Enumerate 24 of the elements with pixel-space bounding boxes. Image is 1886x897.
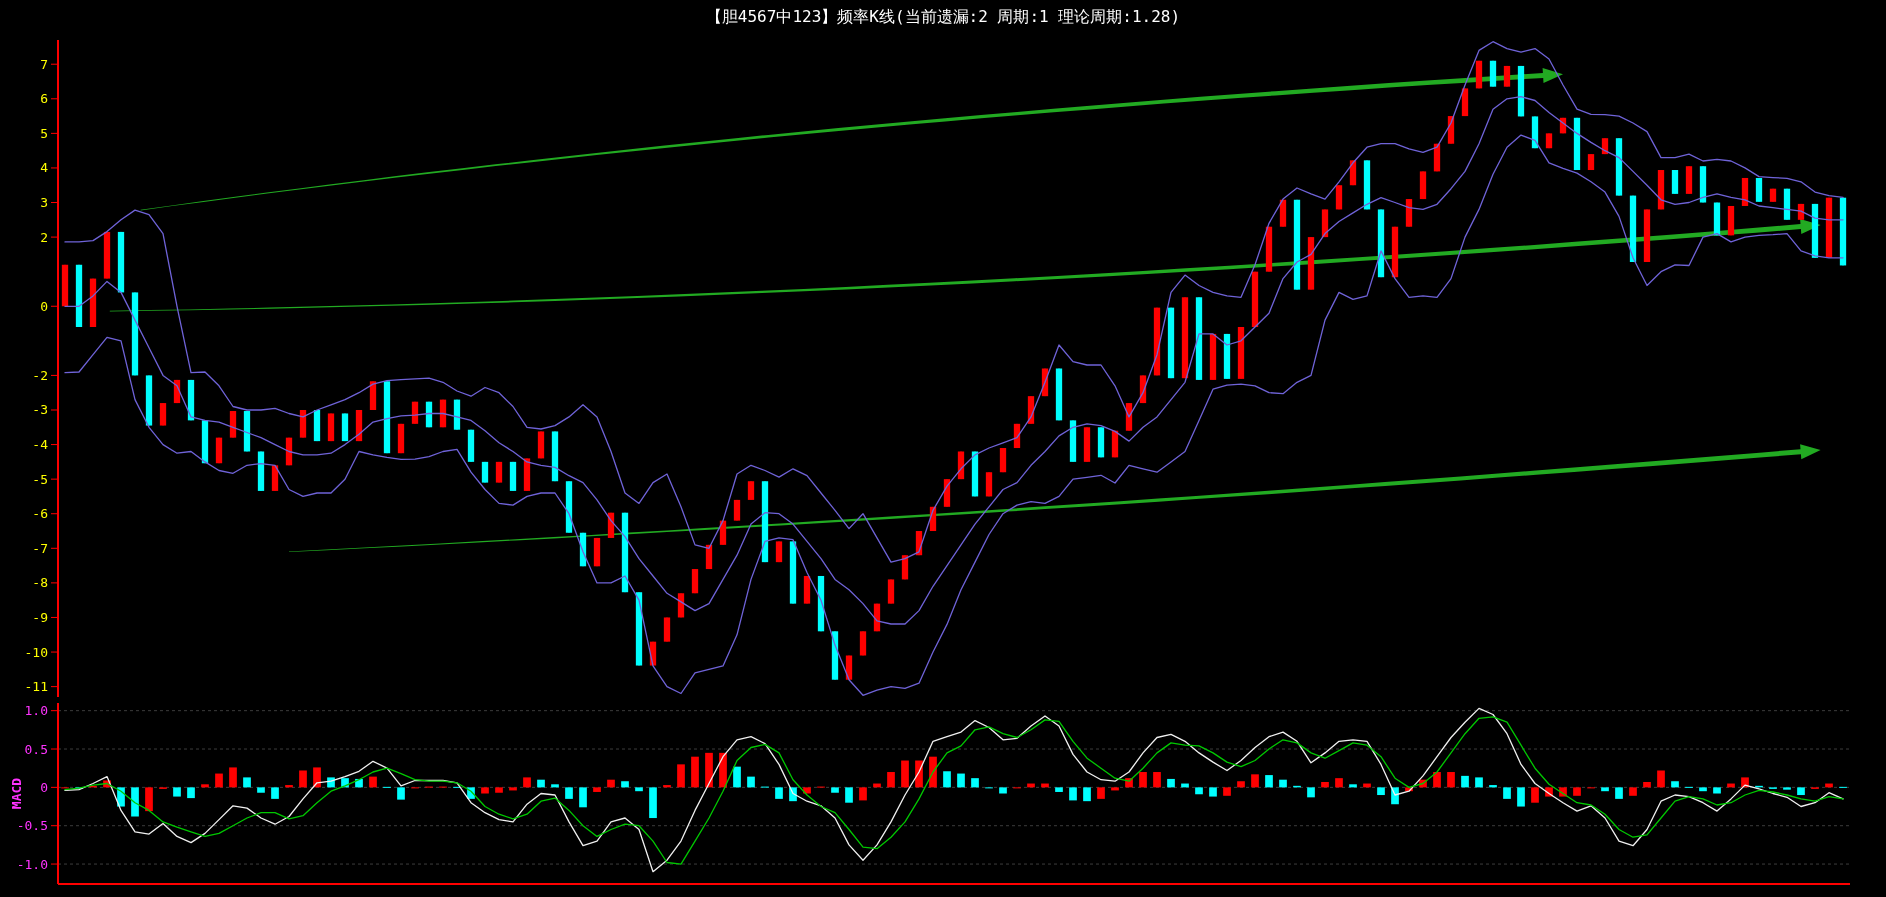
y-tick-label: -2 — [32, 367, 48, 383]
y-tick-label: 6 — [40, 91, 48, 107]
y-tick-label: -4 — [32, 437, 49, 453]
y-tick-label: 4 — [40, 160, 49, 176]
y-tick-label: -5 — [32, 471, 48, 487]
y-tick-label: -9 — [32, 609, 48, 625]
y-tick-label: 3 — [40, 195, 48, 211]
y-tick-label: -11 — [24, 679, 48, 695]
y-tick-label: -10 — [24, 644, 48, 660]
y-tick-label: 5 — [40, 125, 48, 141]
y-axis-title: MACD — [8, 777, 24, 810]
y-tick-label: -3 — [32, 402, 48, 418]
y-tick-label: -8 — [32, 575, 48, 591]
chart-title: 【胆4567中123】频率K线(当前遗漏:2 周期:1 理论周期:1.28) — [705, 7, 1181, 26]
y-tick-label: -6 — [32, 506, 48, 522]
y-tick-label: 7 — [40, 56, 48, 72]
y-tick-label: 0 — [40, 298, 48, 314]
y-tick-label: 0.5 — [24, 741, 48, 757]
y-tick-label: 1.0 — [24, 703, 48, 719]
y-tick-label: 0 — [40, 779, 48, 795]
y-tick-label: 2 — [40, 229, 48, 245]
y-tick-label: -7 — [32, 540, 48, 556]
y-tick-label: -1.0 — [16, 856, 48, 872]
y-tick-label: -0.5 — [16, 818, 48, 834]
